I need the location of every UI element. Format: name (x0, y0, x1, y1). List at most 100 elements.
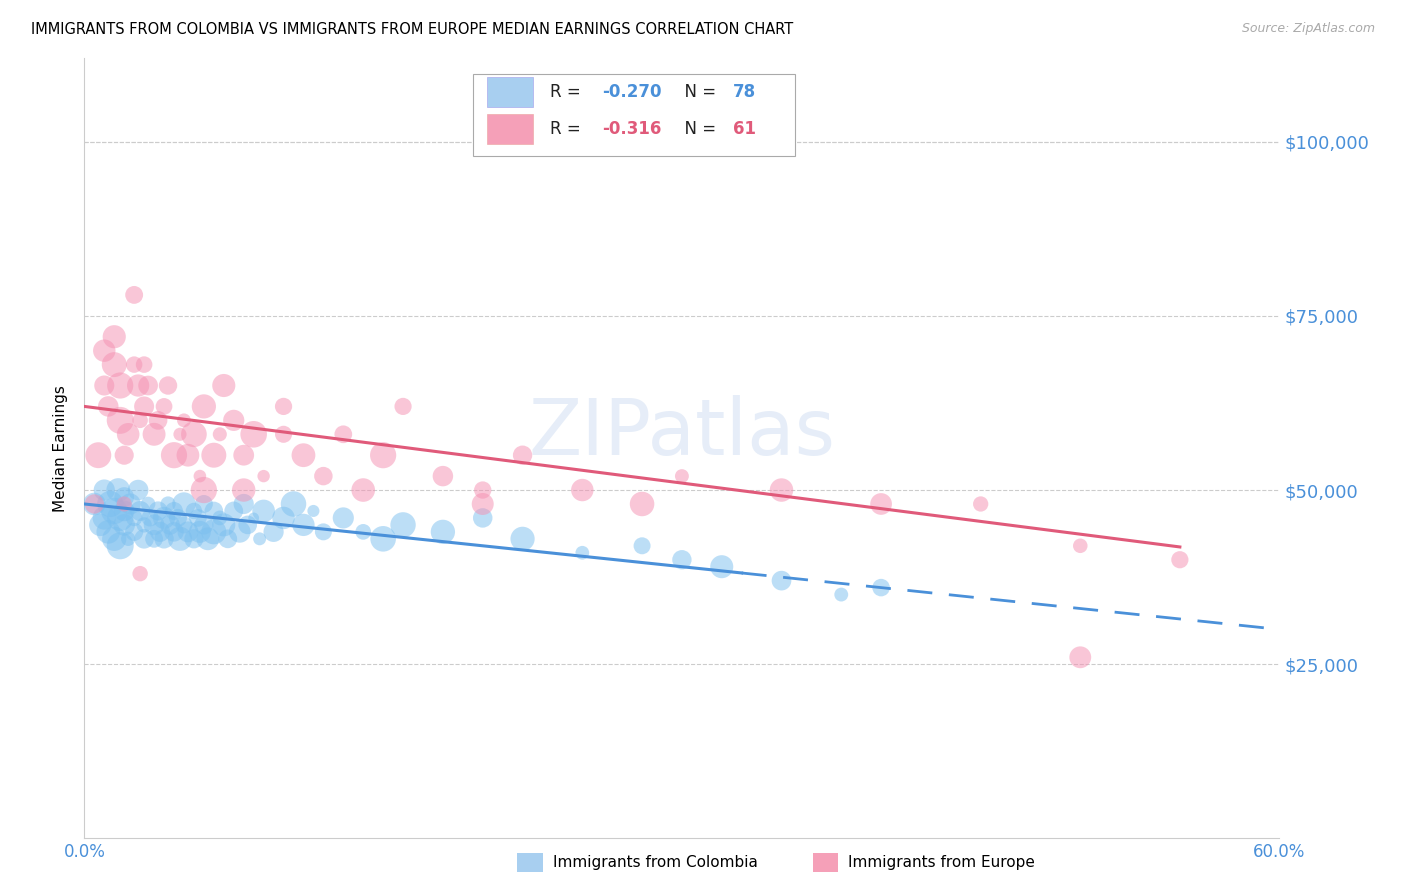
Point (232, 448, 254, 462)
Point (127, 483, 149, 497)
Point (97, 400, 120, 414)
Point (263, 524, 285, 539)
Point (332, 511, 354, 525)
Point (98, 497, 121, 511)
Point (332, 427, 354, 442)
Point (217, 532, 239, 546)
Point (153, 532, 176, 546)
Point (471, 497, 494, 511)
Point (163, 504, 186, 518)
Point (202, 524, 225, 539)
Point (122, 288, 145, 302)
Point (129, 504, 152, 518)
Point (117, 532, 139, 546)
Point (197, 532, 219, 546)
Point (512, 448, 534, 462)
Point (93, 378, 115, 392)
Point (229, 524, 252, 539)
Point (89, 517, 111, 532)
Point (312, 469, 335, 483)
Point (83, 497, 105, 511)
Point (671, 552, 693, 567)
Point (173, 497, 195, 511)
Point (112, 448, 135, 462)
Point (136, 497, 159, 511)
Point (193, 497, 215, 511)
Point (120, 497, 142, 511)
Point (112, 517, 135, 532)
Point (136, 378, 159, 392)
Point (710, 559, 733, 574)
Point (157, 497, 180, 511)
Point (222, 504, 245, 518)
Point (1168, 552, 1191, 567)
Point (292, 448, 315, 462)
Point (631, 497, 654, 511)
Point (169, 427, 191, 442)
Point (112, 497, 135, 511)
Text: Immigrants from Colombia: Immigrants from Colombia (553, 855, 758, 870)
Point (163, 448, 186, 462)
Point (177, 448, 200, 462)
Text: ZIPatlas: ZIPatlas (529, 394, 835, 471)
Text: R =: R = (551, 83, 586, 102)
Point (132, 532, 156, 546)
Point (392, 517, 415, 532)
Point (122, 358, 145, 372)
Point (193, 400, 215, 414)
Text: -0.316: -0.316 (602, 120, 661, 138)
Point (187, 511, 209, 525)
Point (110, 511, 132, 525)
Point (143, 532, 166, 546)
Point (292, 517, 315, 532)
Point (117, 427, 139, 442)
Point (830, 588, 852, 602)
Point (129, 413, 152, 427)
Point (103, 358, 125, 372)
Point (512, 532, 534, 546)
Text: -0.270: -0.270 (602, 83, 661, 102)
Point (110, 539, 132, 553)
Point (83, 497, 105, 511)
Point (153, 400, 176, 414)
Point (167, 511, 190, 525)
Point (97, 524, 120, 539)
Point (208, 427, 231, 442)
Point (222, 413, 245, 427)
Text: N =: N = (673, 83, 721, 102)
Point (139, 511, 162, 525)
Point (93, 343, 115, 358)
Point (157, 378, 180, 392)
Point (112, 490, 135, 504)
Point (93, 511, 115, 525)
Y-axis label: Median Earnings: Median Earnings (53, 384, 69, 512)
Point (143, 427, 166, 442)
Point (253, 504, 276, 518)
Point (273, 427, 295, 442)
Point (127, 378, 149, 392)
Point (352, 524, 374, 539)
Point (232, 483, 254, 497)
Point (352, 483, 374, 497)
Text: N =: N = (673, 120, 721, 138)
Point (143, 517, 166, 532)
Point (870, 497, 893, 511)
Point (149, 524, 172, 539)
Point (870, 581, 893, 595)
Point (112, 504, 135, 518)
Point (153, 511, 176, 525)
Point (110, 378, 132, 392)
Point (177, 524, 200, 539)
Point (173, 413, 195, 427)
Point (183, 532, 205, 546)
FancyBboxPatch shape (472, 73, 796, 155)
Point (571, 483, 593, 497)
Point (202, 504, 225, 518)
Point (122, 511, 145, 525)
Point (253, 469, 276, 483)
Point (129, 566, 152, 581)
Point (103, 504, 125, 518)
Point (188, 469, 211, 483)
Point (103, 532, 125, 546)
Point (159, 517, 181, 532)
